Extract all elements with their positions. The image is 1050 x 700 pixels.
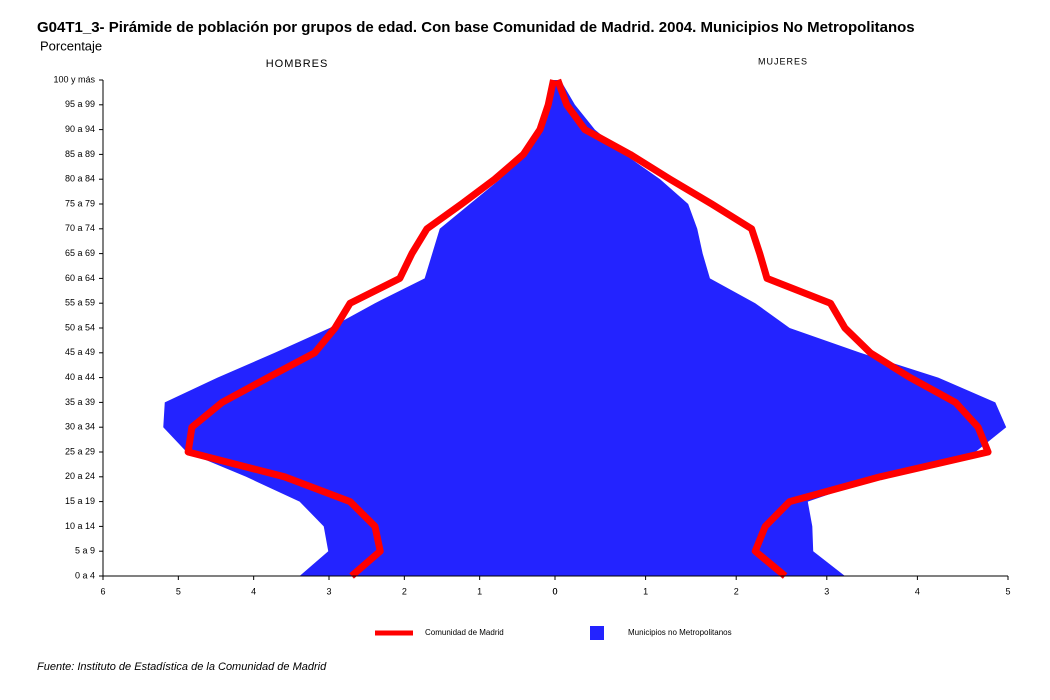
y-tick-label: 90 a 94 [65,124,95,134]
x-tick-label: 4 [251,586,256,596]
line [554,78,992,579]
x-tick-label: 0 [552,586,557,596]
x-tick-label: 2 [402,586,407,596]
x-tick-label: 0 [552,586,557,596]
x-tick-label: 6 [100,586,105,596]
y-tick-label: 50 a 54 [65,322,95,332]
y-tick-label: 80 a 84 [65,174,95,184]
y-tick-label: 95 a 99 [65,99,95,109]
y-tick-label: 45 a 49 [65,347,95,357]
y-tick-label: 85 a 89 [65,149,95,159]
y-tick-label: 15 a 19 [65,496,95,506]
x-tick-label: 1 [477,586,482,596]
x-tick-label: 3 [824,586,829,596]
x-tick-label: 5 [176,586,181,596]
y-tick-label: 5 a 9 [75,546,95,556]
legend-label: Municipios no Metropolitanos [628,628,732,637]
y-tick-label: 10 a 14 [65,521,95,531]
y-tick-label: 30 a 34 [65,422,95,432]
chart-title: G04T1_3- Pirámide de población por grupo… [37,19,915,36]
y-tick-label: 60 a 64 [65,273,95,283]
y-tick-label: 20 a 24 [65,471,95,481]
area [163,80,555,576]
x-tick-label: 2 [734,586,739,596]
source: Fuente: Instituto de Estadística de la C… [37,661,327,673]
area [555,80,1007,576]
y-tick-label: 70 a 74 [65,223,95,233]
y-tick-label: 0 a 4 [75,570,95,580]
y-tick-label: 25 a 29 [65,446,95,456]
y-tick-label: 65 a 69 [65,248,95,258]
y-tick-label: 100 y más [53,74,95,84]
x-tick-label: 1 [643,586,648,596]
y-tick-label: 55 a 59 [65,298,95,308]
x-tick-label: 4 [915,586,920,596]
subtitle: Porcentaje [40,38,102,53]
x-tick-label: 5 [1005,586,1010,596]
y-tick-label: 40 a 44 [65,372,95,382]
y-tick-label: 35 a 39 [65,397,95,407]
left-label: HOMBRES [266,58,329,70]
y-tick-label: 75 a 79 [65,198,95,208]
x-tick-label: 3 [326,586,331,596]
legend-swatch [590,626,604,640]
right-label: MUJERES [758,56,808,66]
line [184,79,557,579]
legend-label: Comunidad de Madrid [425,628,504,637]
